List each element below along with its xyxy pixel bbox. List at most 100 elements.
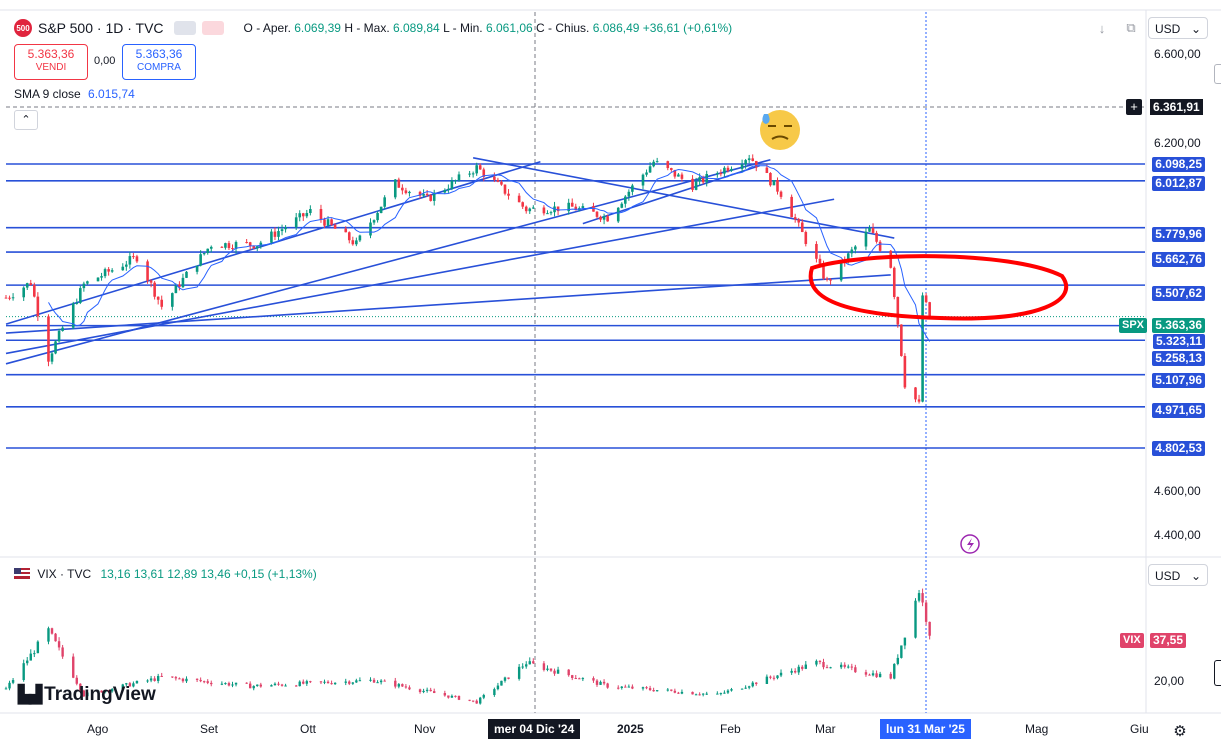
candle-body <box>4 297 8 299</box>
vix-candle-body <box>698 694 701 696</box>
candle-body <box>694 181 698 190</box>
sell-button[interactable]: 5.363,36 VENDI <box>14 44 88 80</box>
vix-candle-body <box>829 667 832 669</box>
candle-body <box>450 180 454 189</box>
vix-candle-body <box>383 680 386 682</box>
candle-body <box>517 195 521 203</box>
candle-body <box>305 213 309 217</box>
candle-body <box>231 248 234 250</box>
vix-candle-body <box>302 681 305 684</box>
wave-toggle-icon[interactable] <box>201 21 224 35</box>
vix-legend[interactable]: VIX · TVC 13,16 13,61 12,89 13,46 +0,15 … <box>14 567 317 581</box>
vix-candle-body <box>178 678 181 680</box>
candle-body <box>75 302 79 304</box>
vix-candle-body <box>333 682 337 685</box>
candle-body <box>482 169 486 177</box>
vix-candle-body <box>103 690 107 693</box>
candle-body <box>616 207 620 222</box>
candle-body <box>178 284 181 288</box>
candle-body <box>903 355 907 388</box>
scale-handle[interactable] <box>1214 64 1221 84</box>
vix-candle-body <box>185 678 188 682</box>
buy-button[interactable]: 5.363,36 COMPRA <box>122 44 196 80</box>
symbol-title[interactable]: S&P 500 · 1D · TVC <box>38 20 164 36</box>
candle-body <box>581 206 585 209</box>
candle-body <box>556 206 560 212</box>
vix-candle-body <box>273 683 277 686</box>
vix-candle-body <box>822 661 825 668</box>
symbol-header: 500 S&P 500 · 1D · TVC O - Aper. 6.069,3… <box>14 18 732 38</box>
vix-candle-body <box>57 641 61 648</box>
candle-body <box>645 172 648 175</box>
candle-body <box>103 269 107 277</box>
arrow-down-icon[interactable]: ↓ <box>1098 20 1106 36</box>
chevron-down-icon: ⌄ <box>1190 22 1201 36</box>
candle-body <box>524 206 528 212</box>
candle-body <box>128 256 132 265</box>
candle-body <box>822 263 825 279</box>
candle-body <box>730 168 733 171</box>
candle-body <box>319 209 323 220</box>
add-alert-icon[interactable]: + <box>1126 99 1142 115</box>
settings-gear-icon[interactable]: ⚙ <box>1173 723 1187 740</box>
candle-body <box>294 217 298 228</box>
price-tick: 4.600,00 <box>1154 484 1201 498</box>
vix-candle-body <box>790 670 793 673</box>
vix-candle-body <box>528 661 531 665</box>
vix-candle-body <box>36 641 40 654</box>
vix-candle-body <box>256 684 259 687</box>
candle-body <box>648 166 652 173</box>
candle-body <box>29 283 33 285</box>
candle-body <box>372 220 376 223</box>
tradingview-logo[interactable]: ▙▟ TradingView <box>18 684 156 706</box>
currency-select[interactable]: USD ⌄ <box>1148 17 1208 39</box>
sma-name: SMA 9 close <box>14 87 81 101</box>
candle-body <box>666 161 670 169</box>
candle-body <box>273 231 277 237</box>
scale-handle[interactable] <box>1214 660 1221 686</box>
vix-candle-body <box>160 675 163 677</box>
vix-candle-body <box>50 628 54 634</box>
vix-candle-body <box>457 695 461 700</box>
sma-legend[interactable]: SMA 9 close 6.015,74 <box>14 87 135 101</box>
vix-currency-select[interactable]: USD ⌄ <box>1148 564 1208 586</box>
candle-body <box>769 173 772 186</box>
candle-body <box>546 213 549 215</box>
vix-candle-body <box>542 663 546 670</box>
vix-candle-body <box>602 681 606 684</box>
vix-candle-body <box>433 691 436 694</box>
collapse-legend-button[interactable]: ⌃ <box>14 110 38 130</box>
candle-body <box>839 260 843 281</box>
vix-candle-body <box>779 672 783 676</box>
vix-candle-body <box>500 680 503 686</box>
restore-icon[interactable]: ⧉ <box>1126 20 1136 35</box>
candle-body <box>206 248 210 254</box>
candle-body <box>202 253 206 255</box>
candle-body <box>875 232 878 242</box>
vix-candle-body <box>11 680 15 683</box>
vix-candle-body <box>631 686 634 689</box>
vix-candle-body <box>372 679 376 683</box>
candle-body <box>889 250 893 268</box>
vix-candle-body <box>4 688 8 690</box>
candle-body <box>793 217 797 220</box>
candle-body <box>723 167 726 174</box>
candle-body <box>673 169 677 177</box>
candle-body <box>425 193 429 196</box>
candle-body <box>921 295 924 402</box>
event-bolt <box>967 538 974 551</box>
vix-candle-body <box>72 656 75 678</box>
sp500-logo: 500 <box>14 19 32 37</box>
candle-body <box>900 324 903 356</box>
candle-body <box>248 242 252 246</box>
candle-body <box>379 206 383 214</box>
vix-candle-body <box>358 680 362 682</box>
candle-body <box>772 180 776 186</box>
vix-candle-body <box>755 682 758 684</box>
candle-body <box>896 296 900 325</box>
candle-body <box>719 173 723 175</box>
candle-body <box>50 353 54 362</box>
candle-body <box>227 243 231 249</box>
hide-indicator-toggle-icon[interactable] <box>173 21 196 35</box>
